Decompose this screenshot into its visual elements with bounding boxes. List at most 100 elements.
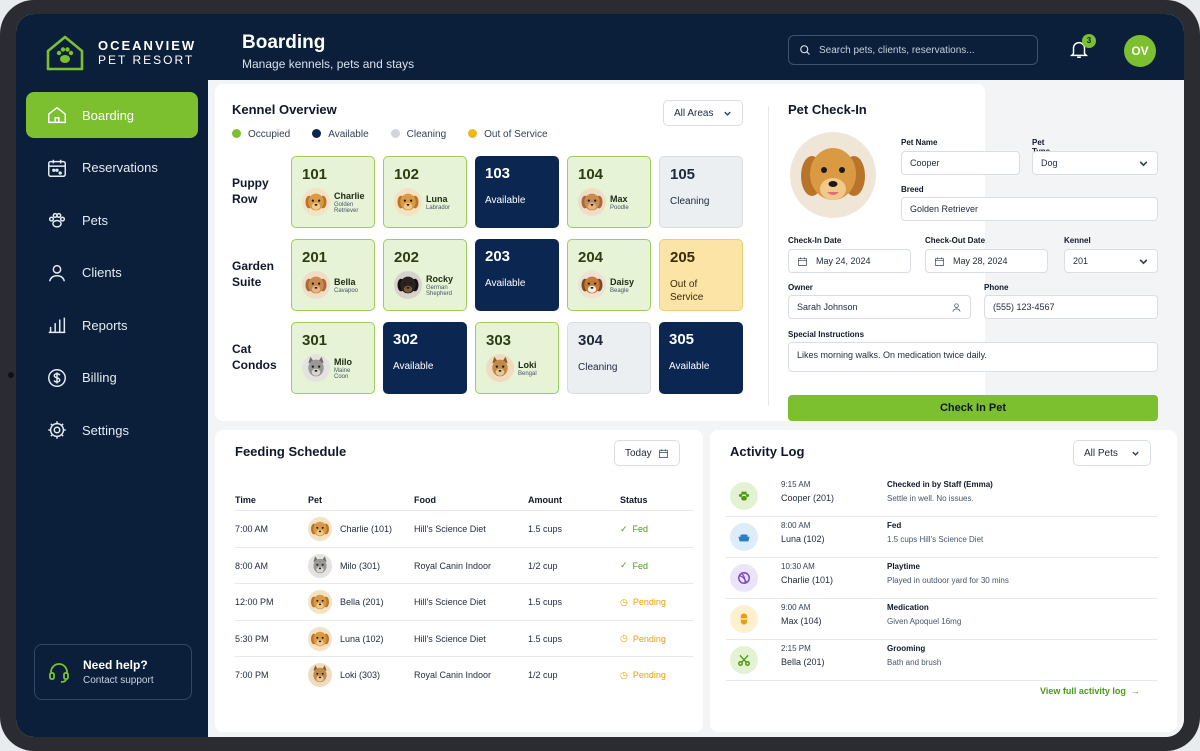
kennel-104[interactable]: 104 Max Poodle xyxy=(567,156,651,228)
sidebar-item-billing[interactable]: Billing xyxy=(26,355,198,401)
page-subtitle: Manage kennels, pets and stays xyxy=(242,57,415,71)
list-item[interactable]: 9:15 AM Cooper (201) Checked in by Staff (… xyxy=(726,476,1158,517)
pet-breed: Cavapoo xyxy=(334,287,359,294)
pet-avatar xyxy=(308,553,332,578)
user-avatar[interactable]: OV xyxy=(1124,35,1156,67)
feed-status-label: Pending xyxy=(632,633,666,644)
checkout-date-label: Check-Out Date xyxy=(925,236,986,245)
help-box[interactable]: Need help? Contact support xyxy=(34,644,192,700)
kennel-102[interactable]: 102 Luna Labrador xyxy=(383,156,467,228)
scissors-icon xyxy=(738,654,750,666)
pet-breed: Labrador xyxy=(426,204,451,211)
sidebar-item-boarding[interactable]: Boarding xyxy=(26,92,198,138)
breed-label: Breed xyxy=(901,185,924,194)
feed-pet: Luna (102) xyxy=(308,621,384,657)
list-item[interactable]: 9:00 AM Max (104) Medication Given Apoquel … xyxy=(726,599,1158,640)
kennel-number: 104 xyxy=(578,166,604,183)
kennel-number: 103 xyxy=(485,165,511,182)
view-full-activity-link[interactable]: View full activity log → xyxy=(1040,686,1140,696)
brand-logo[interactable]: OCEANVIEW PET RESORT xyxy=(44,32,196,74)
chevron-down-icon xyxy=(1132,451,1139,456)
pet-avatar xyxy=(486,354,514,382)
sidebar-item-pets[interactable]: Pets xyxy=(26,197,198,243)
table-row[interactable]: 8:00 AM Milo (301) Royal Canin Indoor 1/2 c… xyxy=(235,546,694,583)
kennel-305[interactable]: 305 Available xyxy=(659,322,743,394)
pet-type-select[interactable]: Dog xyxy=(1032,151,1158,175)
notifications-button[interactable]: 3 xyxy=(1068,34,1096,62)
activity-event: Playtime xyxy=(887,562,920,571)
checkin-title: Pet Check-In xyxy=(788,102,867,117)
calendar-icon xyxy=(659,448,668,458)
sidebar-item-settings[interactable]: Settings xyxy=(26,407,198,453)
kennel-204[interactable]: 204 Daisy Beagle xyxy=(567,239,651,311)
list-item[interactable]: 8:00 AM Luna (102) Fed 1.5 cups Hill's Scie… xyxy=(726,517,1158,558)
kennel-205[interactable]: 205 Out of Service xyxy=(659,239,743,311)
kennel-304[interactable]: 304 Cleaning xyxy=(567,322,651,394)
activity-time: 8:00 AM xyxy=(781,521,811,530)
search-input[interactable] xyxy=(819,44,1029,56)
kennel-label: Kennel xyxy=(1064,236,1091,245)
kennel-value: 201 xyxy=(1073,256,1089,266)
pet-name-input[interactable] xyxy=(910,158,1011,168)
activity-pet: Max (104) xyxy=(781,616,822,626)
checkin-date-field[interactable]: May 24, 2024 xyxy=(788,249,911,273)
kennel-101[interactable]: 101 Charlie Golden Retriever xyxy=(291,156,375,228)
phone-input[interactable] xyxy=(993,302,1149,312)
kennel-203[interactable]: 203 Available xyxy=(475,239,559,311)
kennel-status: Available xyxy=(485,278,526,289)
feeding-date-filter[interactable]: Today xyxy=(614,440,680,466)
row-label-line: Suite xyxy=(232,275,262,290)
legend-label: Cleaning xyxy=(406,129,447,140)
kennel-status: Cleaning xyxy=(670,196,710,207)
breed-input[interactable] xyxy=(910,204,1149,214)
breed-field[interactable] xyxy=(901,197,1158,221)
activity-pet-filter[interactable]: All Pets xyxy=(1073,440,1151,466)
clock-icon: ◷ xyxy=(620,633,628,643)
sidebar-item-clients[interactable]: Clients xyxy=(26,250,198,296)
activity-event: Grooming xyxy=(887,644,926,653)
area-filter-select[interactable]: All Areas xyxy=(663,100,743,126)
activity-event: Medication xyxy=(887,603,929,612)
search-box[interactable] xyxy=(788,35,1038,65)
pet-name-field[interactable] xyxy=(901,151,1020,175)
check-in-pet-button[interactable]: Check In Pet xyxy=(788,395,1158,421)
sidebar-item-reports[interactable]: Reports xyxy=(26,302,198,348)
activity-time: 9:00 AM xyxy=(781,603,811,612)
kennel-pet: Bella Cavapoo xyxy=(302,271,364,299)
list-item[interactable]: 2:15 PM Bella (201) Grooming Bath and brush xyxy=(726,640,1158,681)
kennel-202[interactable]: 202 Rocky German Shepherd xyxy=(383,239,467,311)
table-row[interactable]: 7:00 AM Charlie (101) Hill's Science Diet 1… xyxy=(235,510,694,546)
sidebar-item-label: Pets xyxy=(82,212,109,228)
kennel-201[interactable]: 201 Bella Cavapoo xyxy=(291,239,375,311)
table-row[interactable]: 12:00 PM Bella (201) Hill's Science Diet 1.… xyxy=(235,583,694,619)
list-item[interactable]: 10:30 AM Charlie (101) Playtime Played in o… xyxy=(726,558,1158,599)
table-row[interactable]: 5:30 PM Luna (102) Hill's Science Diet 1.5 … xyxy=(235,619,694,657)
checkout-date-field[interactable]: May 28, 2024 xyxy=(925,249,1048,273)
kennel-103[interactable]: 103 Available xyxy=(475,156,559,228)
kennel-301[interactable]: 301 Milo Maine Coon xyxy=(291,322,375,394)
pet-name: Max xyxy=(610,193,628,204)
kennel-302[interactable]: 302 Available xyxy=(383,322,467,394)
pet-photo-golden-retriever xyxy=(790,132,876,218)
pet-name: Rocky xyxy=(426,273,454,284)
row-label-line: Puppy xyxy=(232,176,269,190)
activity-detail: Settle in well. No issues. xyxy=(887,494,974,503)
kennel-status: Available xyxy=(485,195,526,206)
sidebar-item-reservations[interactable]: Reservations xyxy=(26,145,198,191)
owner-field[interactable]: Sarah Johnson xyxy=(788,295,971,319)
notification-badge: 3 xyxy=(1082,34,1096,48)
legend-label: Available xyxy=(328,129,369,140)
instructions-field[interactable]: Likes morning walks. On medication twice… xyxy=(788,342,1158,372)
section-divider xyxy=(768,106,769,406)
col-amount: Amount xyxy=(528,495,562,505)
phone-field[interactable] xyxy=(984,295,1158,319)
ball-icon xyxy=(738,572,750,584)
pet-name: Bella xyxy=(334,276,356,287)
table-row[interactable]: 7:00 PM Loki (303) Royal Canin Indoor 1/2 c… xyxy=(235,656,694,692)
pet-breed: German Shepherd xyxy=(426,284,453,297)
kennel-105[interactable]: 105 Cleaning xyxy=(659,156,743,228)
kennel-select[interactable]: 201 xyxy=(1064,249,1158,273)
sidebar-item-label: Clients xyxy=(82,265,122,280)
checkin-date-label: Check-In Date xyxy=(788,236,842,245)
kennel-303[interactable]: 303 Loki Bengal xyxy=(475,322,559,394)
